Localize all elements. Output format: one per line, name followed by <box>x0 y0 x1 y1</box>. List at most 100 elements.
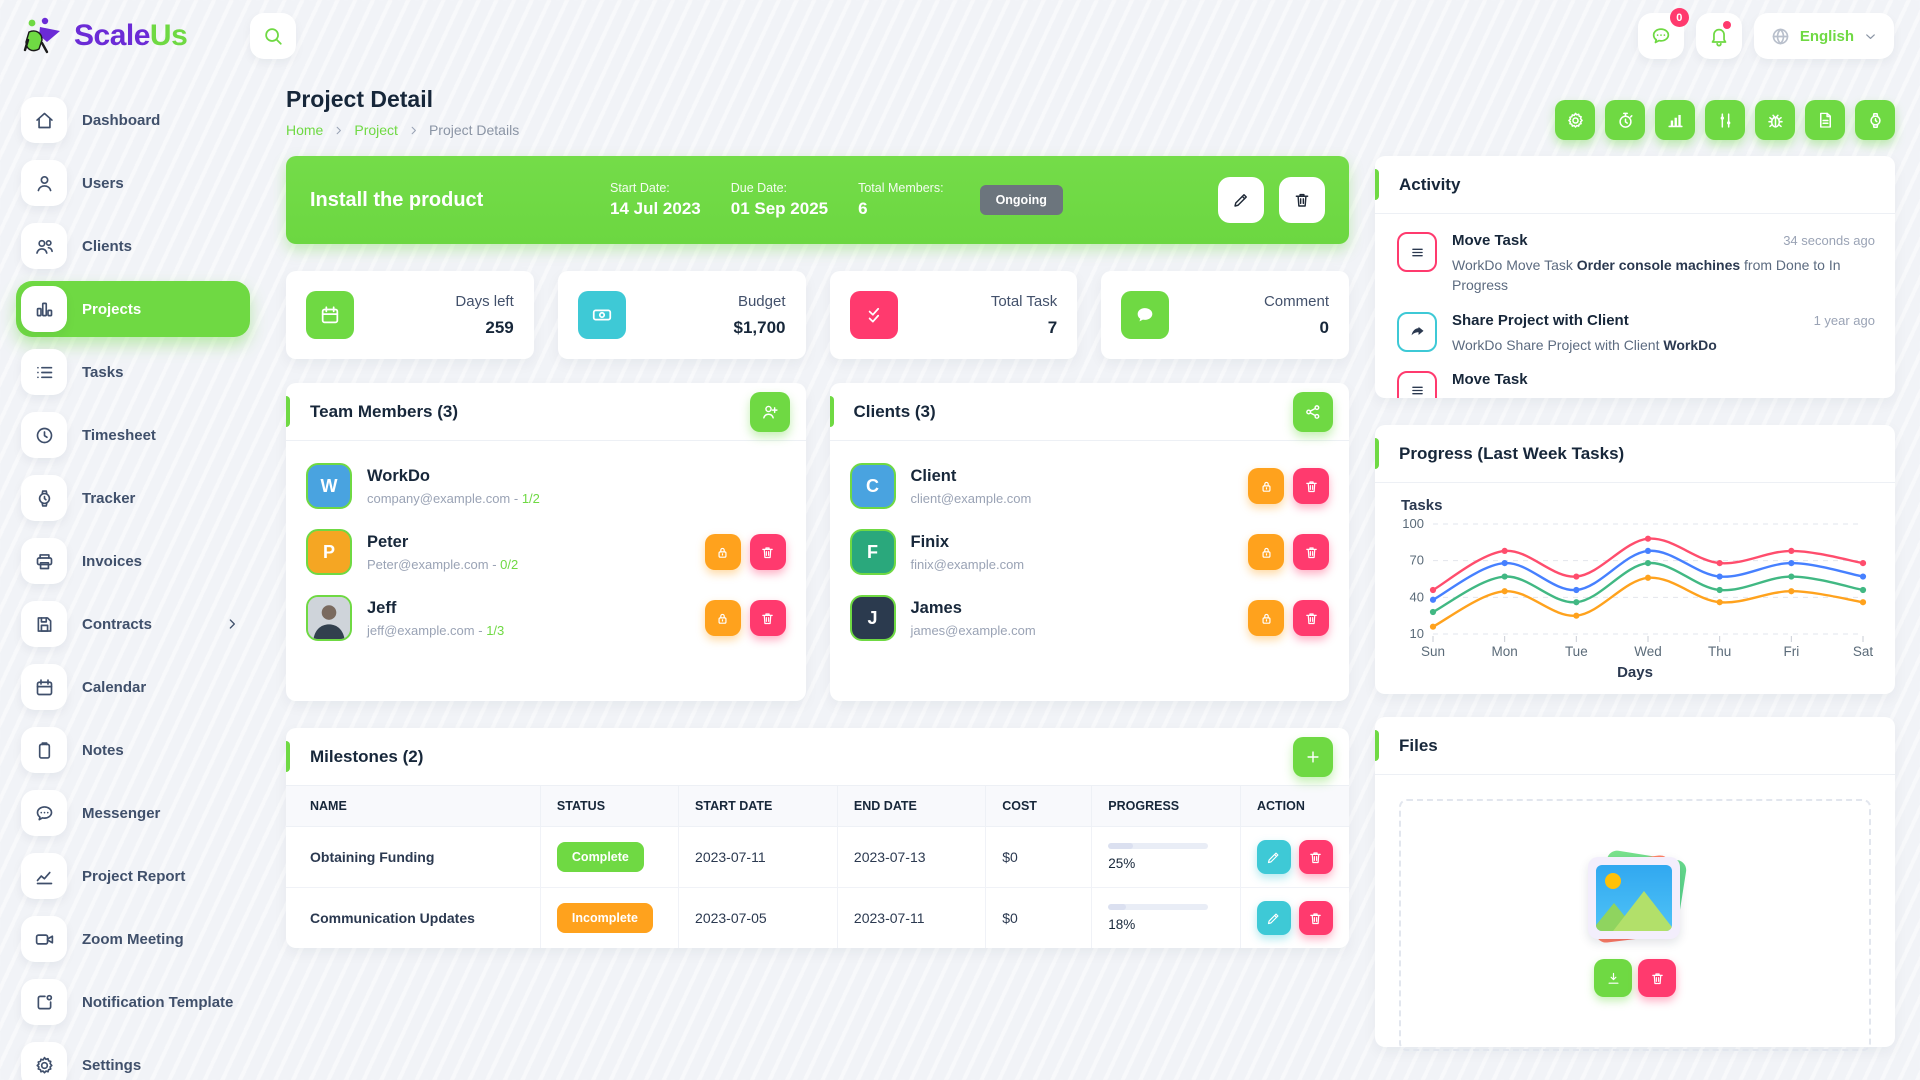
member-row: W WorkDo company@example.com - 1/2 <box>306 453 786 519</box>
delete-member-button[interactable] <box>749 534 786 570</box>
language-selector[interactable]: English <box>1753 13 1894 59</box>
sidebar-item-label: Users <box>82 174 124 192</box>
sidebar-item-settings[interactable]: Settings <box>16 1037 250 1080</box>
brand-logo[interactable]: ScaleUs <box>0 16 250 56</box>
messages-badge: 0 <box>1669 8 1689 27</box>
add-member-button[interactable] <box>749 391 790 432</box>
milestone-status-badge: Incomplete <box>556 903 653 933</box>
gear-icon <box>21 1042 67 1080</box>
sidebar-item-projects[interactable]: Projects <box>16 281 250 337</box>
col-status: STATUS <box>539 786 680 827</box>
sidebar-item-project-report[interactable]: Project Report <box>16 848 250 904</box>
sidebar-item-label: Notification Template <box>82 993 234 1011</box>
chevron-down-icon <box>1863 29 1878 44</box>
delete-member-button[interactable] <box>749 600 786 636</box>
delete-milestone-button[interactable] <box>1298 901 1333 935</box>
delete-client-button[interactable] <box>1293 468 1329 504</box>
edit-milestone-button[interactable] <box>1256 901 1291 935</box>
sidebar-item-users[interactable]: Users <box>16 155 250 211</box>
search-button[interactable] <box>250 13 296 59</box>
sidebar-item-tasks[interactable]: Tasks <box>16 344 250 400</box>
avatar: F <box>849 529 896 575</box>
download-file-button[interactable] <box>1594 959 1632 997</box>
sidebar-item-label: Timesheet <box>82 426 156 444</box>
delete-client-button[interactable] <box>1293 534 1329 570</box>
sidebar-item-calendar[interactable]: Calendar <box>16 659 250 715</box>
activity-item: Share Project with Client 1 year ago Wor… <box>1397 311 1875 355</box>
language-label: English <box>1799 27 1854 45</box>
lock-member-button[interactable] <box>704 600 741 636</box>
lock-client-button[interactable] <box>1248 468 1284 504</box>
milestones-table: NAME STATUS START DATE END DATE COST PRO… <box>286 786 1349 948</box>
user-plus-icon <box>761 403 779 421</box>
sidebar-item-dashboard[interactable]: Dashboard <box>16 92 250 148</box>
activity-card: Activity Move Task 34 seconds ago WorkDo… <box>1375 156 1895 398</box>
lock-client-button[interactable] <box>1248 534 1284 570</box>
team-members-title: Team Members (3) <box>310 401 459 421</box>
tracker-action-button[interactable] <box>1855 100 1895 140</box>
file-action-button[interactable] <box>1805 100 1845 140</box>
sidebar-item-label: Zoom Meeting <box>82 930 184 948</box>
client-row: C Client client@example.com <box>849 453 1329 519</box>
download-icon <box>1606 971 1621 986</box>
sidebar-item-label: Messenger <box>82 804 161 822</box>
trash-icon <box>760 611 775 626</box>
notification-dot <box>1722 21 1731 29</box>
sidebar-item-tracker[interactable]: Tracker <box>16 470 250 526</box>
file-dropzone[interactable] <box>1399 799 1871 1051</box>
sidebar-item-contracts[interactable]: Contracts <box>16 596 250 652</box>
lock-icon <box>715 611 730 626</box>
milestones-card: Milestones (2) NAME STATUS START DATE EN… <box>286 728 1349 948</box>
delete-client-button[interactable] <box>1293 600 1329 636</box>
col-name: NAME <box>286 786 541 827</box>
trend-icon <box>21 853 67 899</box>
breadcrumb-home[interactable]: Home <box>286 122 324 138</box>
lock-client-button[interactable] <box>1248 600 1284 636</box>
sliders-icon <box>1716 111 1735 130</box>
chart-y-axis-title: Tasks <box>1401 497 1443 514</box>
sidebar-item-notification-template[interactable]: Notification Template <box>16 974 250 1030</box>
clipboard-icon <box>21 727 67 773</box>
sidebar-item-messenger[interactable]: Messenger <box>16 785 250 841</box>
chevron-right-icon <box>407 124 420 137</box>
calendar-icon <box>306 291 354 339</box>
share-client-button[interactable] <box>1293 391 1333 432</box>
delete-project-button[interactable] <box>1279 177 1325 223</box>
sidebar-item-clients[interactable]: Clients <box>16 218 250 274</box>
bug-action-button[interactable] <box>1755 100 1795 140</box>
timer-action-button[interactable] <box>1605 100 1645 140</box>
settings-action-button[interactable] <box>1555 100 1595 140</box>
notifications-button[interactable] <box>1695 13 1742 59</box>
sidebar-item-timesheet[interactable]: Timesheet <box>16 407 250 463</box>
chat-icon <box>1650 25 1672 47</box>
sidebar-item-notes[interactable]: Notes <box>16 722 250 778</box>
sidebar-item-zoom-meeting[interactable]: Zoom Meeting <box>16 911 250 967</box>
calendar-icon <box>21 664 67 710</box>
svg-text:Tue: Tue <box>1565 644 1588 659</box>
progress-card: Progress (Last Week Tasks) Tasks 10 40 70 1… <box>1375 425 1895 694</box>
member-row: Jeff jeff@example.com - 1/3 <box>306 585 786 651</box>
edit-milestone-button[interactable] <box>1256 840 1291 874</box>
activity-item-desc: WorkDo Move Task Order console machines … <box>1452 257 1841 294</box>
delete-milestone-button[interactable] <box>1298 840 1333 874</box>
activity-item-title: Move Task <box>1452 370 1528 388</box>
add-milestone-button[interactable] <box>1293 736 1333 777</box>
milestone-end: 2023-07-13 <box>836 826 987 888</box>
avatar: W <box>306 463 352 509</box>
lock-member-button[interactable] <box>704 534 741 570</box>
activity-item: Move Task <box>1397 370 1875 398</box>
milestone-end: 2023-07-11 <box>836 887 987 948</box>
stat-budget: Budget $1,700 <box>557 271 806 359</box>
sidebar-item-label: Tracker <box>82 489 136 507</box>
delete-file-button[interactable] <box>1638 959 1676 997</box>
svg-text:10: 10 <box>1410 626 1424 641</box>
chart-action-button[interactable] <box>1655 100 1695 140</box>
sidebar-item-invoices[interactable]: Invoices <box>16 533 250 589</box>
lock-icon <box>1259 611 1274 626</box>
brand-name: ScaleUs <box>74 19 188 52</box>
edit-project-button[interactable] <box>1218 177 1264 223</box>
messages-button[interactable]: 0 <box>1637 8 1689 59</box>
progress-label: 18% <box>1108 917 1136 932</box>
breadcrumb-project[interactable]: Project <box>354 122 398 138</box>
sliders-action-button[interactable] <box>1705 100 1745 140</box>
